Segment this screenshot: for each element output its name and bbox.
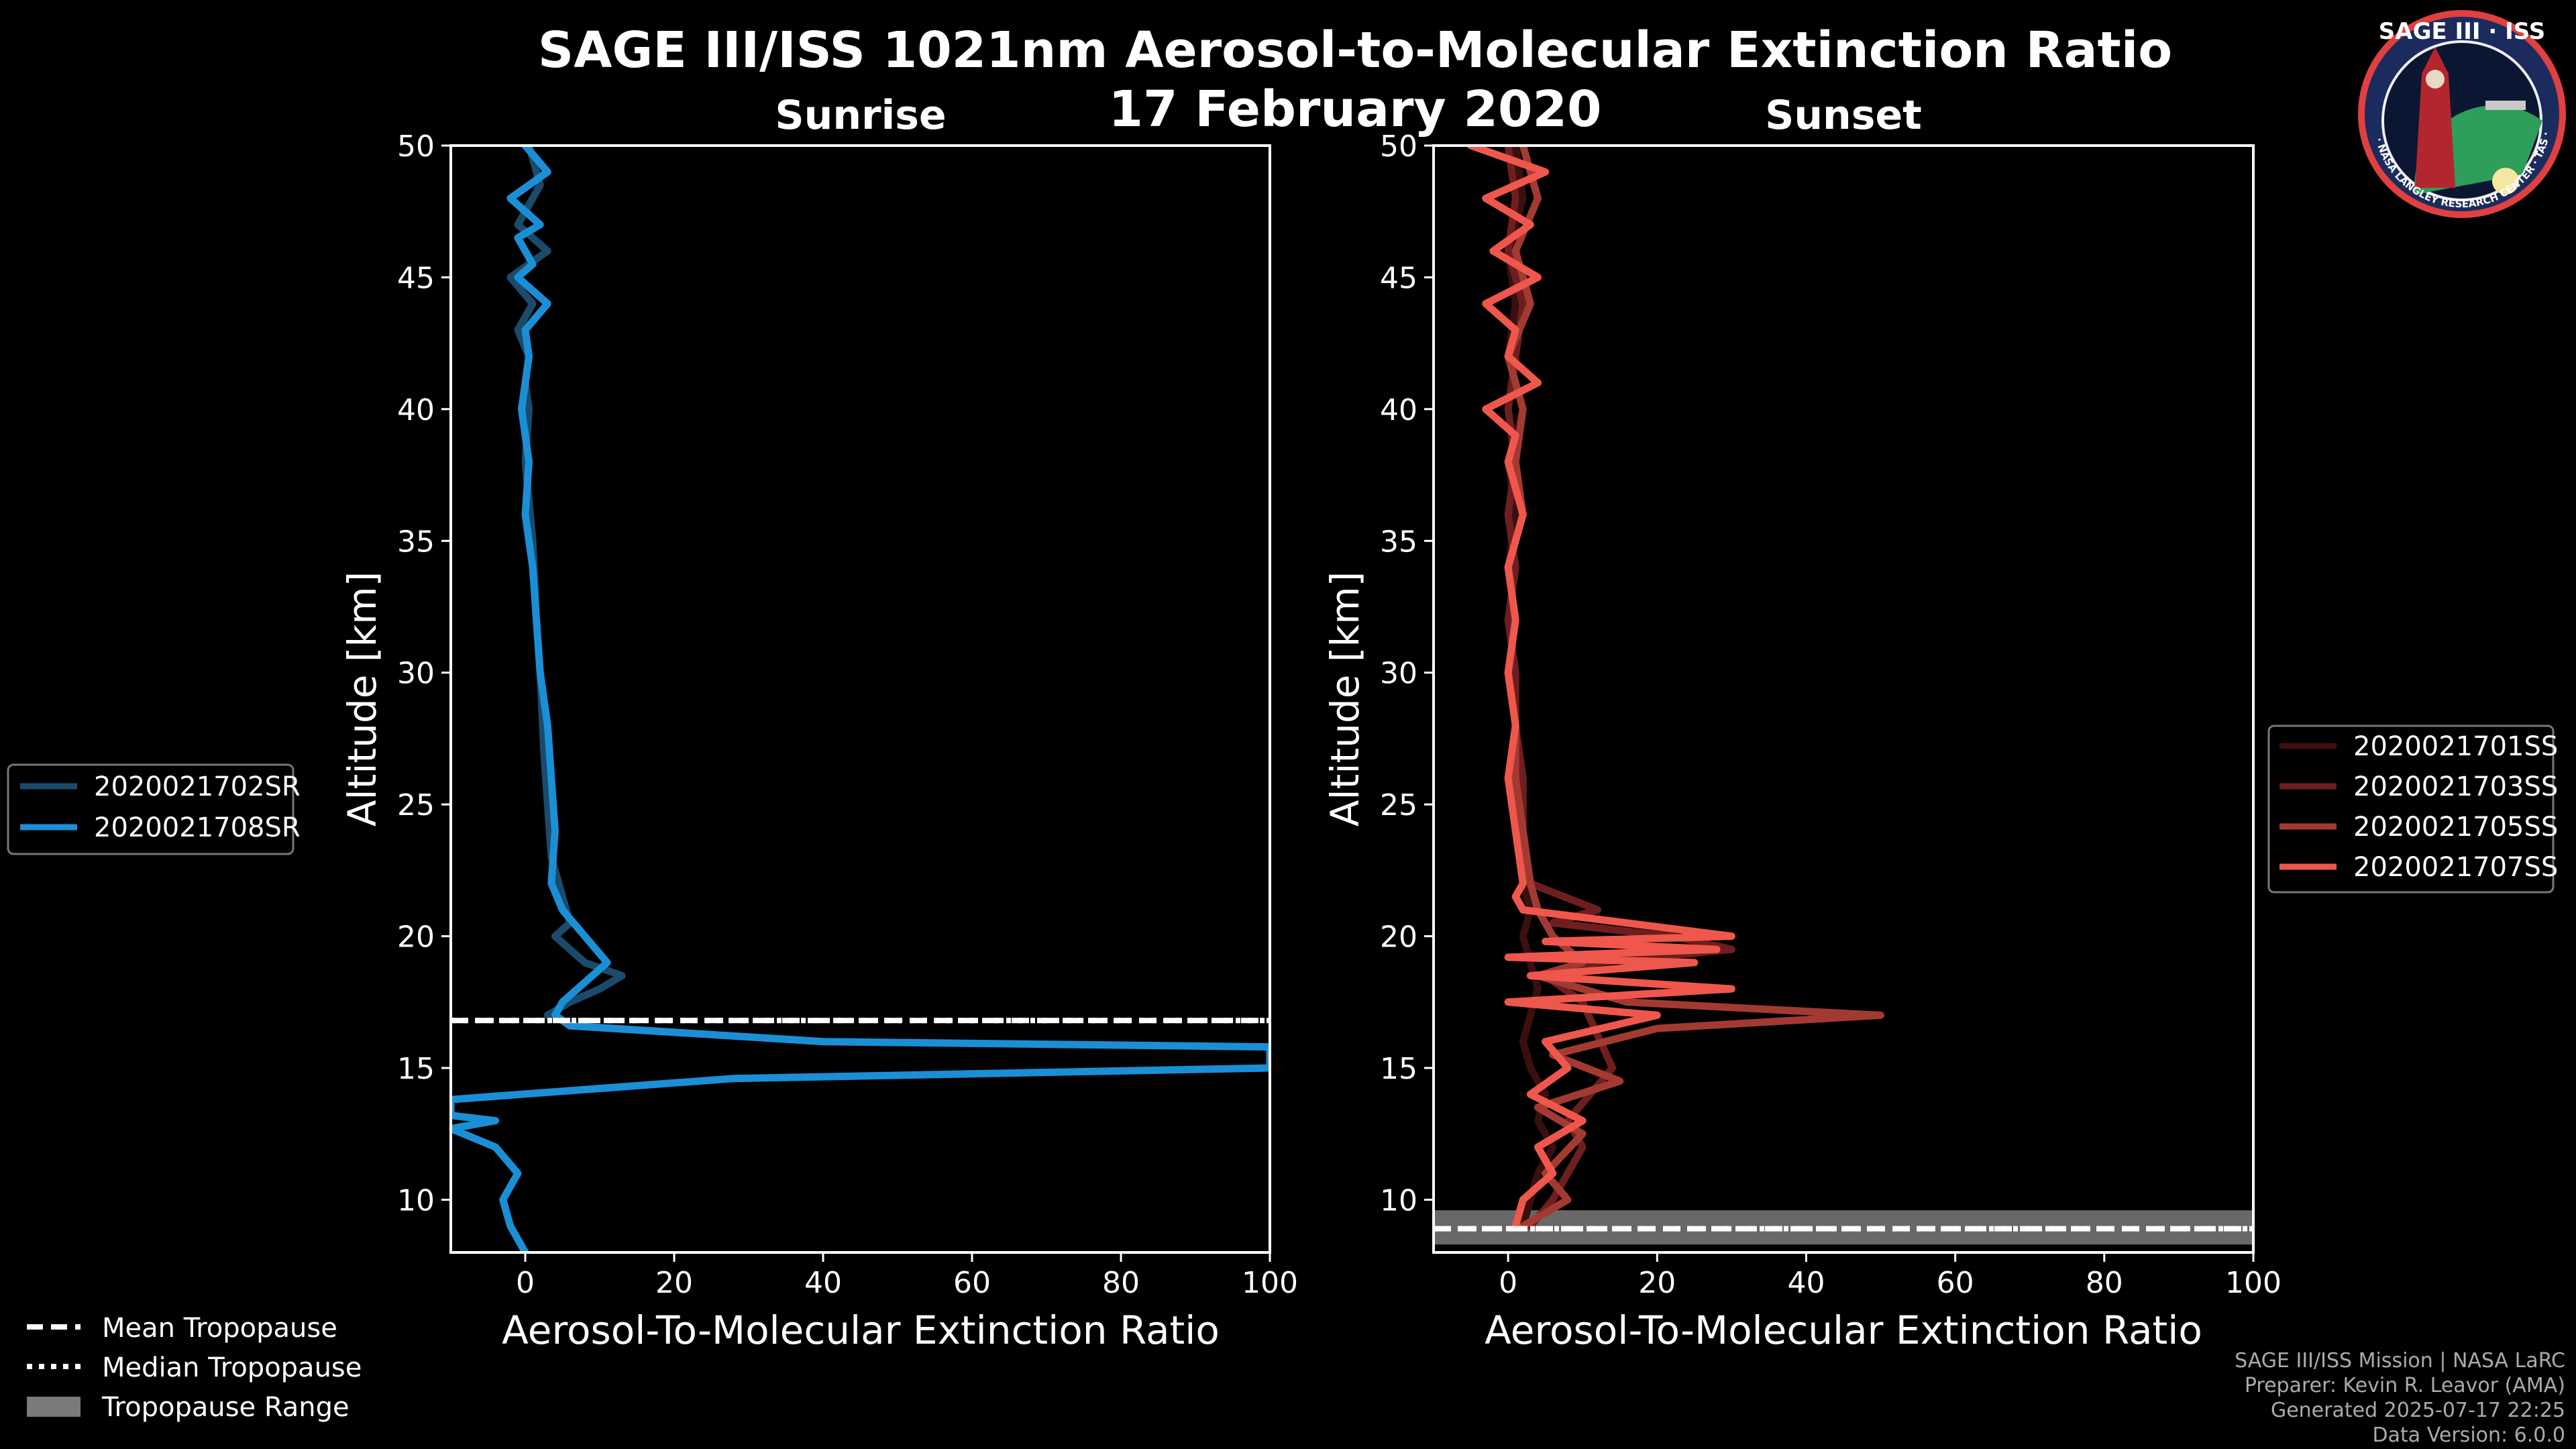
legend-label-703ss: 2020021703SS <box>2353 771 2558 802</box>
wizard-icon <box>2415 47 2455 188</box>
credit-generated: Generated 2025-07-17 22:25 <box>2271 1399 2565 1422</box>
y-tick-label: 40 <box>397 393 435 427</box>
logo-text: SAGE III · ISS <box>2379 18 2545 45</box>
y-tick-label: 30 <box>397 657 435 691</box>
credit-mission: SAGE III/ISS Mission | NASA LaRC <box>2235 1349 2565 1373</box>
y-tick-label: 45 <box>397 261 435 295</box>
legend-label-701ss: 2020021701SS <box>2353 731 2558 762</box>
legend-mean-label: Mean Tropopause <box>102 1313 337 1344</box>
y-tick-label: 15 <box>1380 1052 1417 1086</box>
legend-label-705ss: 2020021705SS <box>2353 812 2558 843</box>
series-line-2020021707SS <box>1467 146 1735 1230</box>
x-tick-label: 40 <box>804 1266 842 1300</box>
legend-median-label: Median Tropopause <box>102 1352 362 1383</box>
sunset-panel: Sunset 0 20 40 60 80 100 10 15 20 25 30 35 40 45 50 Ae… <box>1322 92 2282 1353</box>
x-tick-label: 20 <box>1638 1266 1676 1300</box>
plot-area <box>1434 146 2253 1245</box>
y-tick-label: 10 <box>1380 1183 1417 1218</box>
legend-range-swatch <box>27 1397 80 1417</box>
sunset-plot: 0 20 40 60 80 100 10 15 20 25 30 35 40 45 50 <box>1380 129 2282 1300</box>
x-tick-label: 0 <box>1499 1266 1517 1300</box>
axes-frame <box>449 144 1271 1254</box>
sunset-ylabel: Altitude [km] <box>1322 572 1368 826</box>
y-tick-label: 20 <box>1380 920 1417 955</box>
y-tick-label: 25 <box>397 788 435 822</box>
y-tick-label: 15 <box>397 1052 435 1086</box>
wizard-head-icon <box>2426 70 2445 89</box>
credit-version: Data Version: 6.0.0 <box>2373 1424 2565 1447</box>
sunrise-plot: 0 20 40 60 80 100 10 15 20 25 30 35 40 45 50 <box>397 129 1298 1300</box>
axes-frame <box>1432 144 2255 1254</box>
x-tick-label: 40 <box>1787 1266 1825 1300</box>
sunrise-panel: Sunrise 0 20 40 60 80 100 10 15 20 25 30 35 40 45 50 A… <box>339 92 1298 1353</box>
y-tick-label: 35 <box>397 525 435 559</box>
x-tick-label: 100 <box>2225 1266 2282 1300</box>
iss-icon <box>2485 101 2526 110</box>
sunrise-legend: 2020021702SR 2020021708SR <box>7 763 301 855</box>
moon-icon <box>2492 168 2519 195</box>
plot-area <box>451 146 1270 1252</box>
x-tick-label: 80 <box>1102 1266 1140 1300</box>
x-tick-label: 60 <box>1937 1266 1974 1300</box>
credits: SAGE III/ISS Mission | NASA LaRC Prepare… <box>2235 1349 2565 1447</box>
y-tick-label: 30 <box>1380 657 1417 691</box>
y-tick-label: 35 <box>1380 525 1417 559</box>
series-line-2020021708SR <box>451 146 1270 1252</box>
y-tick-label: 40 <box>1380 393 1417 427</box>
sunrise-ylabel: Altitude [km] <box>339 572 385 826</box>
legend-range-label: Tropopause Range <box>101 1392 350 1423</box>
sunset-xlabel: Aerosol-To-Molecular Extinction Ratio <box>1485 1307 2202 1353</box>
x-tick-label: 80 <box>2086 1266 2123 1300</box>
tropopause-legend: Mean Tropopause Median Tropopause Tropop… <box>27 1313 362 1423</box>
y-tick-label: 20 <box>397 920 435 955</box>
sunrise-xlabel: Aerosol-To-Molecular Extinction Ratio <box>502 1307 1220 1353</box>
figure-title: SAGE III/ISS 1021nm Aerosol-to-Molecular… <box>538 21 2172 79</box>
legend-label-708sr: 2020021708SR <box>94 812 301 843</box>
sunset-legend: 2020021701SS 2020021703SS 2020021705SS 2… <box>2267 724 2558 894</box>
credit-preparer: Preparer: Kevin R. Leavor (AMA) <box>2245 1374 2565 1397</box>
y-tick-label: 50 <box>397 129 435 164</box>
y-tick-label: 25 <box>1380 788 1417 822</box>
legend-label-702sr: 2020021702SR <box>94 771 301 802</box>
x-tick-label: 100 <box>1242 1266 1298 1300</box>
y-tick-label: 45 <box>1380 261 1417 295</box>
x-tick-label: 0 <box>516 1266 535 1300</box>
x-tick-label: 20 <box>655 1266 693 1300</box>
y-tick-label: 50 <box>1380 129 1417 164</box>
figure-date: 17 February 2020 <box>1108 80 1601 138</box>
y-tick-label: 10 <box>397 1183 435 1218</box>
x-tick-label: 60 <box>953 1266 991 1300</box>
legend-label-707ss: 2020021707SS <box>2353 852 2558 883</box>
sunset-title: Sunset <box>1765 92 1922 139</box>
sunrise-title: Sunrise <box>775 92 946 139</box>
